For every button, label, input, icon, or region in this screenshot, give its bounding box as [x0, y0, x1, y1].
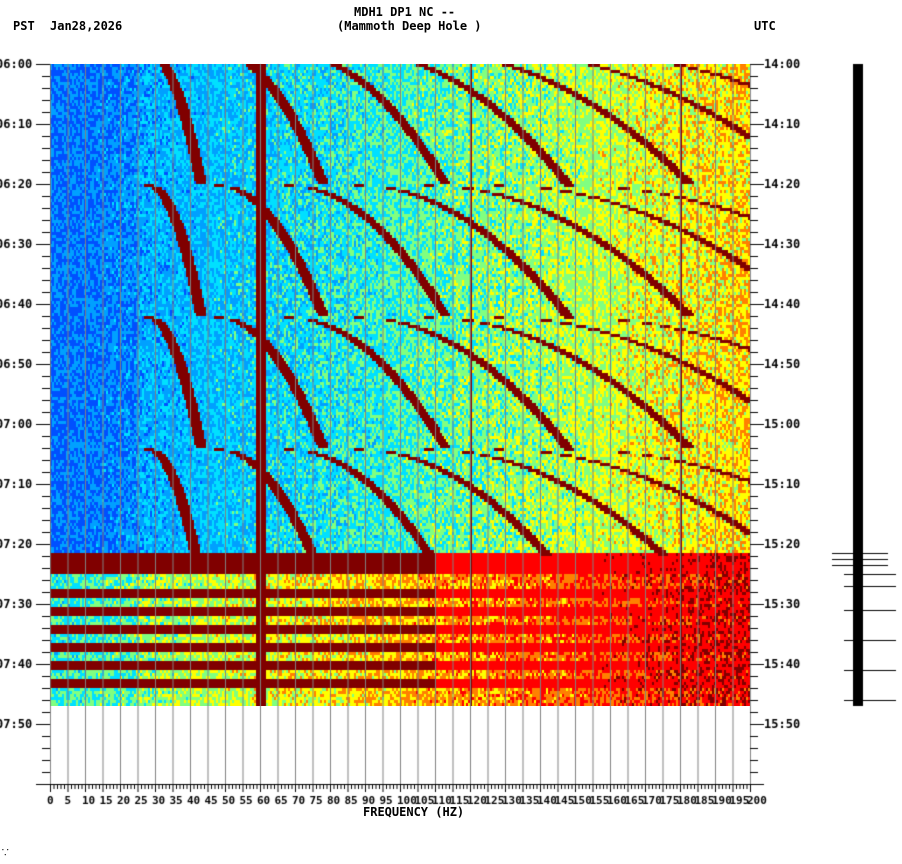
corner-mark: ⸪	[2, 848, 9, 857]
seismogram-trace	[820, 60, 902, 710]
x-axis-title: FREQUENCY (HZ)	[363, 805, 465, 819]
